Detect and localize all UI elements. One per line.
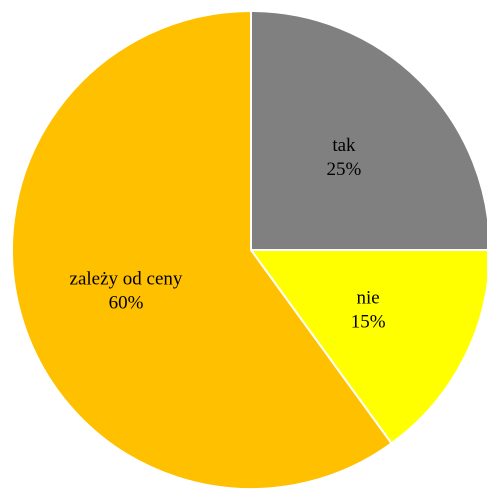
pie-slice-zalezy-od-ceny [11, 10, 393, 490]
pie-slices [11, 10, 487, 490]
slice-value-label-tak: 25% [327, 159, 362, 180]
slice-value-label-zalezy-od-ceny: 60% [109, 293, 144, 314]
slice-label-nie: nie [357, 288, 380, 309]
slice-value-label-nie: 15% [351, 312, 386, 333]
pie-labels: tak 25% nie 15% zależy od ceny 60% [70, 135, 386, 333]
pie-slice-tak [250, 10, 487, 251]
slice-label-zalezy-od-ceny: zależy od ceny [70, 269, 183, 290]
pie-slice-nie [250, 249, 487, 445]
slice-label-tak: tak [332, 135, 356, 156]
